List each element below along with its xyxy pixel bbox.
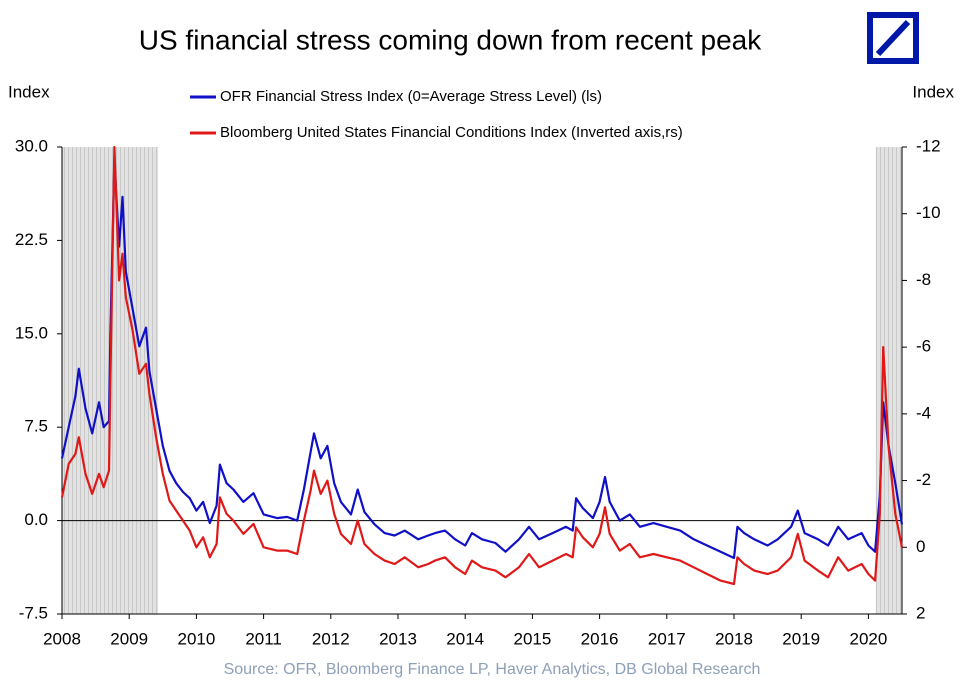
y-tick-label: 0.0 — [24, 510, 48, 529]
y2-axis-label: Index — [912, 82, 954, 101]
x-tick-label: 2019 — [782, 629, 820, 648]
y-tick-label: 15.0 — [15, 323, 48, 342]
series-line — [60, 158, 904, 560]
x-tick-label: 2018 — [715, 629, 753, 648]
y2-tick-label: -6 — [916, 337, 931, 356]
shaded-region — [875, 147, 902, 614]
x-tick-label: 2017 — [648, 629, 686, 648]
logo — [867, 12, 919, 64]
x-tick-label: 2014 — [446, 629, 484, 648]
y2-tick-label: 2 — [916, 603, 925, 622]
x-tick-label: 2015 — [513, 629, 551, 648]
chart-title: US financial stress coming down from rec… — [139, 24, 762, 55]
x-tick-label: 2011 — [245, 629, 282, 648]
x-tick-label: 2013 — [379, 629, 417, 648]
source-note: Source: OFR, Bloomberg Finance LP, Haver… — [224, 661, 761, 678]
series-line — [60, 145, 904, 586]
legend-label: OFR Financial Stress Index (0=Average St… — [220, 88, 602, 105]
y2-tick-label: -12 — [916, 136, 941, 155]
x-tick-label: 2010 — [177, 629, 215, 648]
x-tick-label: 2009 — [110, 629, 148, 648]
y-tick-label: 22.5 — [15, 230, 48, 249]
x-tick-label: 2016 — [581, 629, 619, 648]
x-tick-label: 2008 — [43, 629, 81, 648]
y2-tick-label: 0 — [916, 537, 925, 556]
y-axis-label: Index — [8, 82, 50, 101]
x-tick-label: 2020 — [849, 629, 887, 648]
x-tick-label: 2012 — [312, 629, 350, 648]
y-tick-label: -7.5 — [19, 603, 48, 622]
legend-label: Bloomberg United States Financial Condit… — [220, 124, 683, 141]
y2-tick-label: -2 — [916, 470, 931, 489]
y-tick-label: 7.5 — [24, 417, 48, 436]
y2-tick-label: -10 — [916, 203, 941, 222]
y2-tick-label: -4 — [916, 403, 931, 422]
y-tick-label: 30.0 — [15, 136, 48, 155]
y2-tick-label: -8 — [916, 270, 931, 289]
